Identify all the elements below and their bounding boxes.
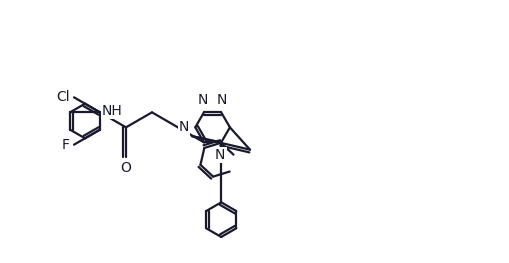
Text: N: N	[217, 93, 228, 107]
Text: F: F	[62, 138, 70, 152]
Text: N: N	[197, 93, 208, 107]
Text: N: N	[179, 120, 189, 134]
Text: N: N	[215, 148, 225, 162]
Text: NH: NH	[102, 104, 123, 118]
Text: Cl: Cl	[56, 90, 70, 104]
Text: S: S	[180, 121, 189, 135]
Text: O: O	[121, 161, 131, 175]
